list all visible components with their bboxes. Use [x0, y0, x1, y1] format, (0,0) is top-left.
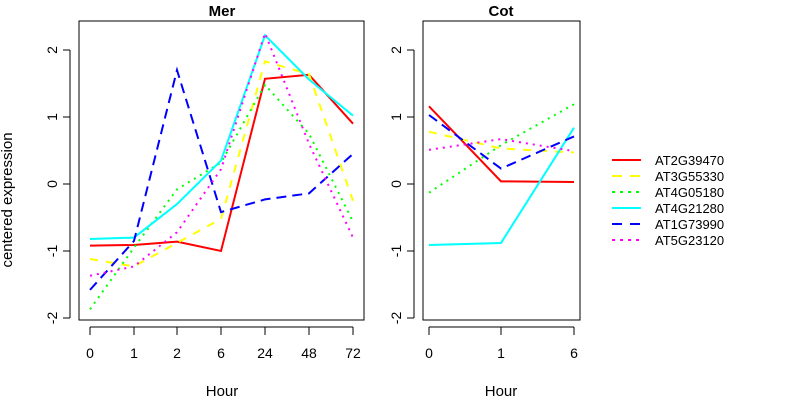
- x-tick-label: 0: [86, 345, 94, 361]
- series-line-at1g73990: [428, 114, 575, 170]
- legend-label: AT4G21280: [655, 201, 724, 216]
- x-axis-label-cot: Hour: [485, 383, 518, 400]
- y-tick-label: 2: [388, 46, 404, 54]
- series-line-at5g23120: [89, 30, 354, 277]
- series-line-at3g55330: [89, 60, 354, 268]
- x-tick-label: 1: [130, 345, 138, 361]
- legend-item: AT2G39470: [612, 153, 724, 168]
- legend-item: AT3G55330: [612, 169, 724, 184]
- legend-label: AT3G55330: [655, 169, 724, 184]
- y-tick-label: -1: [388, 245, 404, 258]
- y-tick-label: 0: [44, 180, 60, 188]
- series-line-at2g39470: [428, 105, 575, 183]
- panel-title-mer: Mer: [209, 3, 236, 20]
- legend-label: AT1G73990: [655, 217, 724, 232]
- panel-cot: Cot -2 -1 0 1 2 0 1 6 Hour: [388, 3, 581, 400]
- series-lines-mer: [89, 30, 354, 310]
- y-axis-label: centered expression: [0, 132, 16, 267]
- x-tick-label: 2: [173, 345, 181, 361]
- y-tick-label: -2: [44, 312, 60, 325]
- y-tick-label: 1: [388, 113, 404, 121]
- y-tick-label: 0: [388, 180, 404, 188]
- legend-item: AT1G73990: [612, 217, 724, 232]
- panel-title-cot: Cot: [489, 3, 514, 20]
- x-tick-label: 0: [425, 345, 433, 361]
- x-tick-label: 6: [217, 345, 225, 361]
- series-line-at4g05180: [89, 83, 354, 310]
- panel-mer: Mer -2 -1 0 1 2 0 1 2 6 24 48 72 Hour centered exp…: [0, 3, 365, 400]
- x-tick-label: 48: [301, 345, 317, 361]
- legend-label: AT2G39470: [655, 153, 724, 168]
- x-tick-label: 24: [257, 345, 273, 361]
- x-tick-label: 72: [345, 345, 361, 361]
- legend-item: AT5G23120: [612, 233, 724, 248]
- x-tick-label: 6: [570, 345, 578, 361]
- series-line-at3g55330: [428, 130, 575, 154]
- x-axis-mer: 0 1 2 6 24 48 72: [86, 326, 361, 361]
- plot-frame-mer: [78, 20, 365, 321]
- series-lines-cot: [428, 103, 575, 246]
- y-axis-cot: -2 -1 0 1 2: [388, 46, 415, 325]
- legend-item: AT4G21280: [612, 201, 724, 216]
- legend-label: AT5G23120: [655, 233, 724, 248]
- y-tick-label: -2: [388, 312, 404, 325]
- series-line-at2g39470: [89, 73, 354, 253]
- legend-label: AT4G05180: [655, 185, 724, 200]
- y-tick-label: 2: [44, 46, 60, 54]
- x-axis-label-mer: Hour: [206, 383, 239, 400]
- x-axis-cot: 0 1 6: [425, 326, 578, 361]
- legend: AT2G39470AT3G55330AT4G05180AT4G21280AT1G…: [612, 153, 724, 248]
- series-line-at4g21280: [428, 127, 575, 246]
- x-tick-label: 1: [497, 345, 505, 361]
- y-axis-mer: -2 -1 0 1 2: [44, 46, 71, 325]
- plot-frame-cot: [422, 20, 581, 321]
- series-line-at4g21280: [89, 33, 354, 240]
- series-line-at1g73990: [89, 66, 354, 291]
- series-line-at4g05180: [428, 103, 575, 194]
- y-tick-label: 1: [44, 113, 60, 121]
- y-tick-label: -1: [44, 245, 60, 258]
- legend-item: AT4G05180: [612, 185, 724, 200]
